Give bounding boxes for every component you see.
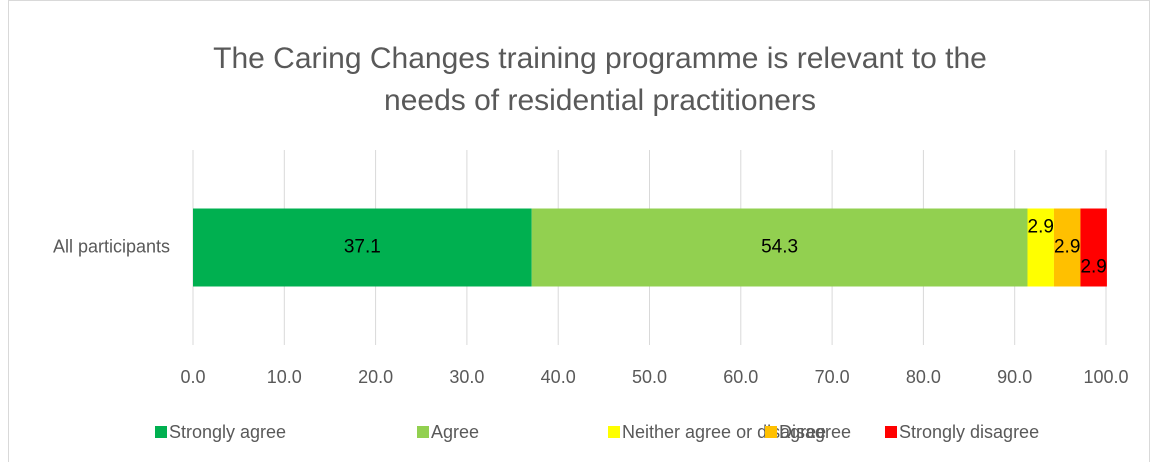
- x-tick-label: 30.0: [449, 367, 484, 387]
- x-tick-label: 80.0: [906, 367, 941, 387]
- x-tick-label: 0.0: [180, 367, 205, 387]
- bar-segment: [531, 208, 1028, 287]
- x-tick-label: 20.0: [358, 367, 393, 387]
- legend-label: Agree: [431, 422, 479, 442]
- legend-swatch: [155, 426, 167, 438]
- data-label: 37.1: [344, 237, 381, 258]
- legend-swatch: [765, 426, 777, 438]
- data-label: 2.9: [1028, 217, 1054, 238]
- x-tick-label: 40.0: [541, 367, 576, 387]
- x-tick-label: 90.0: [997, 367, 1032, 387]
- legend-swatch: [417, 426, 429, 438]
- x-tick-label: 100.0: [1083, 367, 1128, 387]
- x-tick-label: 10.0: [267, 367, 302, 387]
- x-tick-label: 60.0: [723, 367, 758, 387]
- legend-label: Strongly disagree: [899, 422, 1039, 442]
- y-tick-label: All participants: [53, 236, 170, 256]
- data-label: 54.3: [761, 237, 798, 258]
- legend-swatch: [885, 426, 897, 438]
- legend-label: Strongly agree: [169, 422, 286, 442]
- data-label: 2.9: [1080, 257, 1106, 278]
- x-tick-label: 70.0: [815, 367, 850, 387]
- legend-swatch: [608, 426, 620, 438]
- legend-label: Disagree: [779, 422, 851, 442]
- data-label: 2.9: [1054, 237, 1080, 258]
- bar-segment: [1053, 208, 1081, 287]
- bar-segment: [193, 208, 532, 287]
- chart-title: The Caring Changes training programme is…: [213, 42, 987, 117]
- bar-segment: [1080, 208, 1107, 287]
- x-tick-label: 50.0: [632, 367, 667, 387]
- bar-segment: [1027, 208, 1054, 287]
